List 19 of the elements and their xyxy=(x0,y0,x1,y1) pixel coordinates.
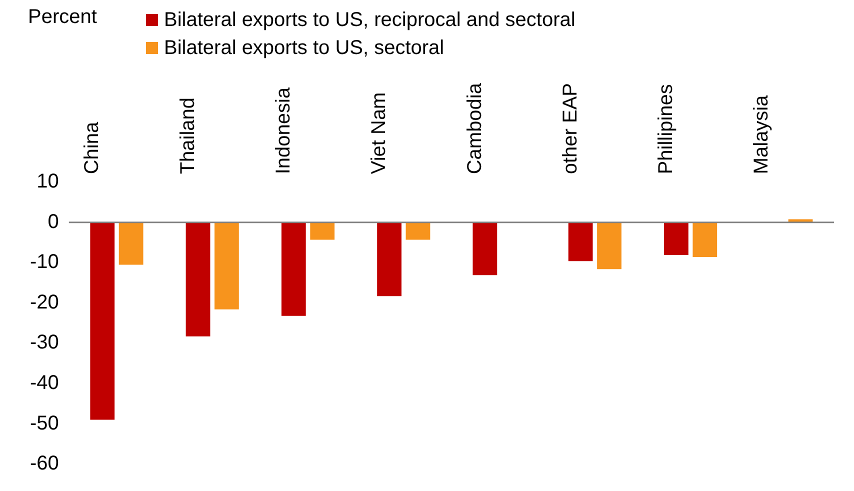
x-tick-label: Cambodia xyxy=(464,82,486,174)
legend-label: Bilateral exports to US, sectoral xyxy=(164,36,444,60)
y-tick-label: -20 xyxy=(30,291,59,314)
x-tick-label: Viet Nam xyxy=(368,92,390,174)
y-tick-label: -30 xyxy=(30,332,59,354)
y-tick-label: -10 xyxy=(30,251,59,274)
y-tick-label: 10 xyxy=(36,170,59,193)
y-axis-title: Percent xyxy=(28,6,97,29)
x-tick-label: Phillipines xyxy=(655,84,678,174)
legend-label: Bilateral exports to US, reciprocal and sectoral xyxy=(164,8,576,32)
y-tick-label: -50 xyxy=(30,412,59,434)
x-tick-label: China xyxy=(81,121,104,174)
y-tick-label: -40 xyxy=(30,372,59,394)
y-tick-label: 0 xyxy=(48,210,59,233)
y-tick-label: -60 xyxy=(30,452,59,475)
x-tick-label: Indonesia xyxy=(272,86,295,174)
x-tick-label: Malaysia xyxy=(750,94,773,174)
x-tick-label: other EAP xyxy=(559,82,582,174)
x-tick-label: Thailand xyxy=(176,97,199,174)
